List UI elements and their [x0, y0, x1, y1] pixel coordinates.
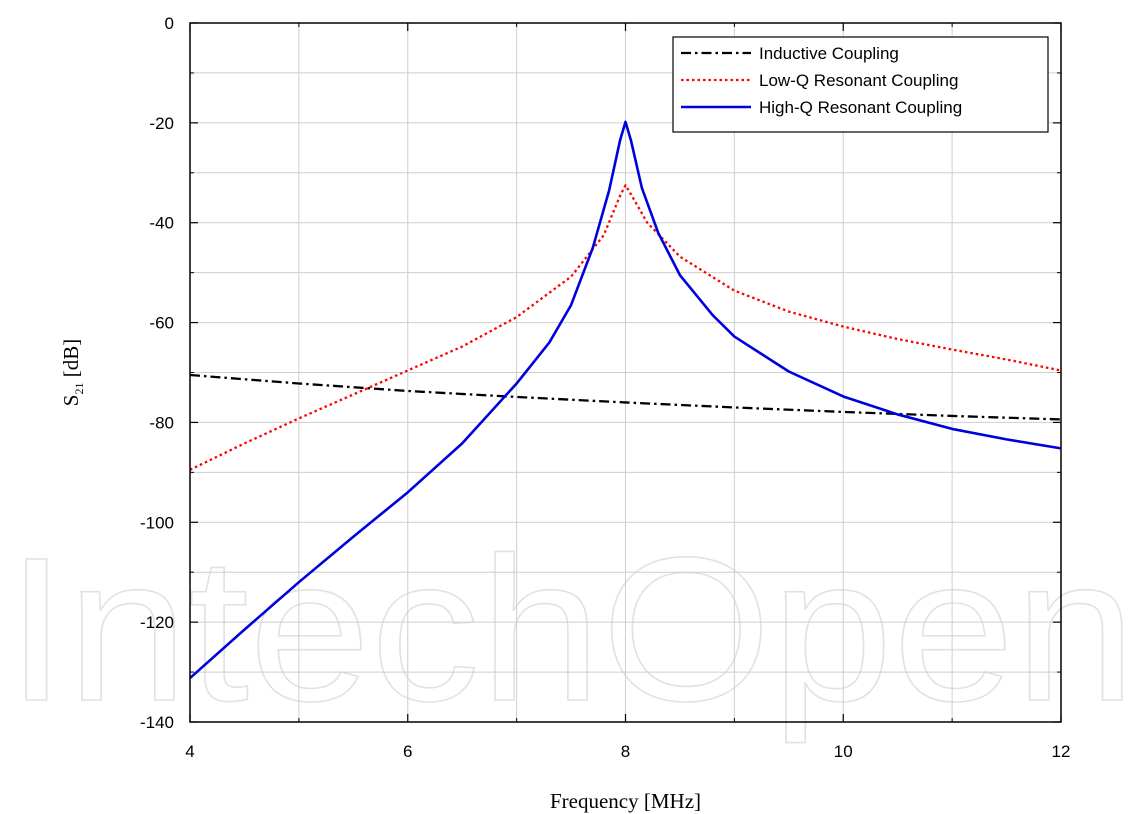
y-tick-label: -120: [140, 613, 174, 632]
y-tick-label: -80: [149, 413, 174, 432]
y-axis-title-subscript: 21: [72, 383, 86, 395]
y-axis-title: S21 [dB]: [59, 339, 86, 406]
y-tick-label: -100: [140, 513, 174, 532]
series-line-3: [189, 120, 1062, 680]
y-tick-label: 0: [165, 14, 174, 33]
series-layer: [189, 120, 1062, 680]
series-line-2: [189, 184, 1062, 471]
x-axis-title: Frequency [MHz]: [550, 789, 701, 813]
axis-ticks: 4 6 8 10 12 0 -20 -40 -60 -80 -100 -120 -140: [140, 14, 1070, 761]
y-tick-label: -60: [149, 314, 174, 333]
series-line-1: [189, 373, 1062, 421]
y-tick-label: -20: [149, 114, 174, 133]
legend-label-3: High-Q Resonant Coupling: [759, 98, 962, 117]
legend-box: [672, 36, 1049, 133]
x-tick-label: 6: [403, 742, 412, 761]
legend: Inductive Coupling Low-Q Resonant Couplin…: [672, 36, 1049, 133]
watermark-text: IntechOpen: [6, 515, 1136, 744]
intechopen-watermark: IntechOpen: [5, 514, 1137, 745]
y-axis-title-unit: [dB]: [59, 339, 83, 383]
x-tick-label: 4: [185, 742, 194, 761]
x-tick-label: 8: [621, 742, 630, 761]
y-tick-label: -40: [149, 214, 174, 233]
y-axis-title-main: S: [59, 395, 83, 407]
x-tick-label: 10: [834, 742, 853, 761]
y-tick-label: -140: [140, 713, 174, 732]
legend-label-1: Inductive Coupling: [759, 44, 899, 63]
x-tick-label: 12: [1052, 742, 1071, 761]
legend-label-2: Low-Q Resonant Coupling: [759, 71, 958, 90]
